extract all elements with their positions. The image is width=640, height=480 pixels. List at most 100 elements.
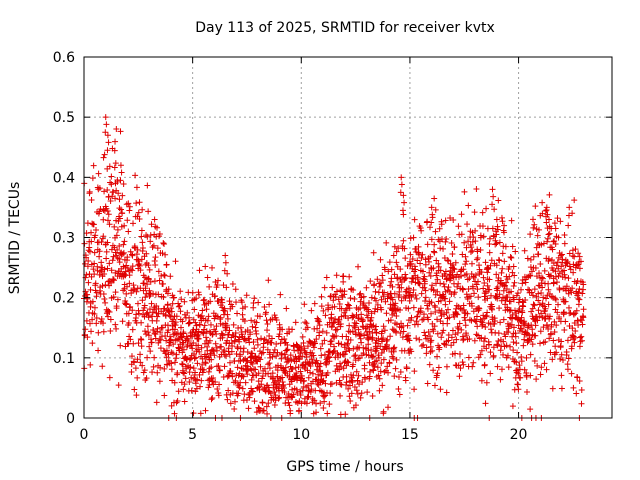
data-point: [346, 347, 353, 354]
data-point: [398, 284, 405, 291]
data-point: [437, 245, 444, 252]
data-point: [154, 369, 161, 376]
data-point: [495, 337, 502, 344]
data-point: [543, 204, 550, 211]
data-point: [524, 255, 531, 262]
data-point: [491, 320, 498, 327]
data-point: [384, 363, 391, 370]
data-point: [500, 316, 507, 323]
data-point: [255, 299, 262, 306]
data-point: [108, 279, 115, 286]
data-point: [482, 313, 489, 320]
data-point: [229, 342, 236, 349]
data-point: [231, 398, 238, 405]
data-point: [223, 284, 230, 291]
data-point: [567, 266, 574, 273]
data-point: [225, 345, 232, 352]
data-point: [258, 350, 265, 357]
data-point: [112, 289, 119, 296]
data-point: [151, 216, 158, 223]
y-tick-label: 0.1: [53, 351, 75, 367]
data-point: [475, 305, 482, 312]
data-point: [528, 268, 535, 275]
data-point: [475, 294, 482, 301]
data-point: [427, 343, 434, 350]
data-point: [109, 257, 116, 264]
data-point: [361, 365, 368, 372]
data-point: [127, 266, 134, 273]
data-point: [202, 263, 209, 270]
data-point: [146, 266, 153, 273]
data-point: [514, 381, 521, 388]
data-point: [575, 322, 582, 329]
data-point: [413, 318, 420, 325]
y-tick-label: 0.6: [53, 50, 75, 66]
data-point: [344, 340, 351, 347]
data-point: [417, 305, 424, 312]
data-point: [218, 343, 225, 350]
data-point: [481, 280, 488, 287]
data-point: [538, 364, 545, 371]
data-point: [114, 296, 121, 303]
data-point: [465, 202, 472, 209]
data-point: [525, 286, 532, 293]
data-point: [246, 391, 253, 398]
data-point: [549, 246, 556, 253]
data-point: [199, 369, 206, 376]
data-point: [242, 303, 249, 310]
data-point: [495, 256, 502, 263]
data-point: [126, 203, 133, 210]
data-point: [242, 379, 249, 386]
data-point: [264, 410, 271, 417]
data-point: [262, 309, 269, 316]
data-point: [578, 317, 585, 324]
data-point: [497, 376, 504, 383]
data-point: [229, 281, 236, 288]
data-point: [304, 382, 311, 389]
data-point: [206, 337, 213, 344]
data-point: [431, 323, 438, 330]
data-point: [145, 262, 152, 269]
data-point: [357, 290, 364, 297]
data-point: [338, 363, 345, 370]
data-point: [136, 310, 143, 317]
data-point: [259, 399, 266, 406]
data-point: [316, 322, 323, 329]
x-axis-label: GPS time / hours: [286, 459, 403, 475]
data-point: [297, 368, 304, 375]
data-point: [168, 402, 175, 409]
data-point: [435, 364, 442, 371]
data-point: [521, 318, 528, 325]
data-point: [431, 241, 438, 248]
data-point: [126, 207, 133, 214]
data-point: [412, 292, 419, 299]
data-point: [510, 296, 517, 303]
data-point: [151, 231, 158, 238]
data-point: [345, 302, 352, 309]
data-point: [201, 296, 208, 303]
data-point: [397, 369, 404, 376]
data-point: [552, 343, 559, 350]
data-point: [95, 170, 102, 177]
data-point: [249, 323, 256, 330]
data-point: [266, 301, 273, 308]
data-point: [144, 323, 151, 330]
data-point: [129, 267, 136, 274]
data-point: [546, 315, 553, 322]
data-point: [535, 251, 542, 258]
data-point: [327, 341, 334, 348]
data-point: [472, 227, 479, 234]
data-point: [340, 278, 347, 285]
data-point: [167, 336, 174, 343]
data-point: [474, 255, 481, 262]
data-point: [552, 295, 559, 302]
axis-ticks: 0 0.1 0.2 0.3 0.4 0.5 0.6 0 5 10 15 20: [53, 50, 612, 443]
data-point: [569, 325, 576, 332]
data-point: [110, 293, 117, 300]
data-point: [479, 223, 486, 230]
data-point: [260, 349, 267, 356]
data-point: [526, 332, 533, 339]
data-point: [469, 363, 476, 370]
data-point: [142, 328, 149, 335]
data-point: [345, 359, 352, 366]
